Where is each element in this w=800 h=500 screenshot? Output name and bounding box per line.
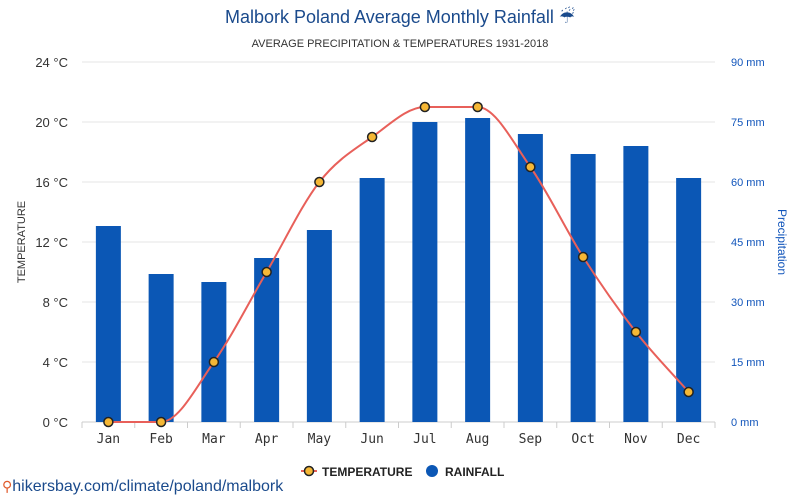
rainfall-bar	[676, 178, 702, 422]
location-pin-icon: ⚲	[2, 478, 13, 494]
right-tick-label: 30 mm	[731, 297, 765, 309]
month-label: Jun	[360, 432, 383, 447]
month-label: Aug	[466, 432, 489, 447]
temperature-point	[208, 356, 220, 368]
month-label: Nov	[624, 432, 648, 447]
month-label: May	[308, 432, 332, 447]
rainfall-bar	[359, 178, 385, 422]
right-tick-label: 0 mm	[731, 417, 759, 429]
source-link[interactable]: ⚲hikersbay.com/climate/poland/malbork	[2, 478, 283, 496]
grid-lines	[81, 61, 716, 428]
rainfall-bar	[306, 230, 332, 422]
temperature-point	[103, 416, 114, 428]
right-axis-label: Precipitation	[775, 209, 789, 275]
month-label: Oct	[571, 432, 594, 447]
month-label: Dec	[677, 432, 700, 447]
left-tick-label: 0 °C	[43, 415, 68, 430]
left-axis-label: TEMPERATURE	[16, 201, 28, 283]
temperature-point	[419, 101, 431, 113]
month-label: Apr	[255, 432, 279, 447]
right-tick-label: 90 mm	[731, 57, 765, 69]
rainfall-bar	[412, 122, 438, 422]
temperature-point	[472, 101, 483, 113]
right-tick-label: 60 mm	[731, 177, 765, 189]
rainfall-bar	[148, 274, 174, 422]
left-axis-ticks: 0 °C 4 °C 8 °C 12 °C 16 °C 20 °C 24 °C	[35, 55, 68, 430]
legend-rainfall-label: RAINFALL	[445, 465, 504, 479]
chart-subtitle: AVERAGE PRECIPITATION & TEMPERATURES 193…	[252, 38, 549, 50]
legend-temperature-marker-icon	[303, 465, 315, 477]
temperature-point	[155, 416, 167, 428]
rainfall-bar	[254, 258, 280, 422]
temperature-point	[683, 386, 694, 398]
rainfall-bar	[465, 118, 491, 422]
rainfall-bar	[95, 226, 121, 422]
left-tick-label: 12 °C	[35, 235, 68, 250]
right-axis-ticks: 0 mm 15 mm 30 mm 45 mm 60 mm 75 mm 90 mm	[731, 57, 765, 429]
temperature-point	[261, 266, 272, 278]
month-label: Mar	[202, 432, 226, 447]
right-tick-label: 75 mm	[731, 117, 765, 129]
month-label: Sep	[519, 432, 543, 447]
x-axis-ticks: Jan Feb Mar Apr May Jun Jul Aug Sep Oct Nov Dec	[97, 432, 701, 447]
left-tick-label: 20 °C	[35, 115, 68, 130]
rainfall-bars	[95, 118, 702, 422]
rainfall-bar	[201, 282, 227, 422]
left-tick-label: 4 °C	[43, 355, 68, 370]
chart-title: Malbork Poland Average Monthly Rainfall …	[225, 6, 575, 27]
month-label: Jan	[97, 432, 120, 447]
month-label: Jul	[413, 432, 436, 447]
right-tick-label: 45 mm	[731, 237, 765, 249]
right-tick-label: 15 mm	[731, 357, 765, 369]
source-url[interactable]: hikersbay.com/climate/poland/malbork	[12, 478, 284, 495]
legend-temperature-label: TEMPERATURE	[322, 465, 412, 479]
temperature-point	[366, 131, 378, 143]
left-tick-label: 8 °C	[43, 295, 68, 310]
rainfall-bar	[570, 154, 596, 422]
rainfall-bar	[623, 146, 649, 422]
month-label: Feb	[149, 432, 173, 447]
temperature-point	[577, 251, 589, 263]
legend: TEMPERATURE RAINFALL	[301, 465, 504, 479]
left-tick-label: 24 °C	[35, 55, 68, 70]
temperature-point	[630, 326, 642, 338]
temperature-point	[314, 176, 325, 188]
rainfall-bar	[517, 134, 543, 422]
temperature-line	[108, 106, 690, 424]
left-tick-label: 16 °C	[35, 175, 68, 190]
temperature-points	[103, 101, 694, 428]
temperature-point	[525, 161, 536, 173]
legend-rainfall-marker-icon	[426, 465, 438, 477]
